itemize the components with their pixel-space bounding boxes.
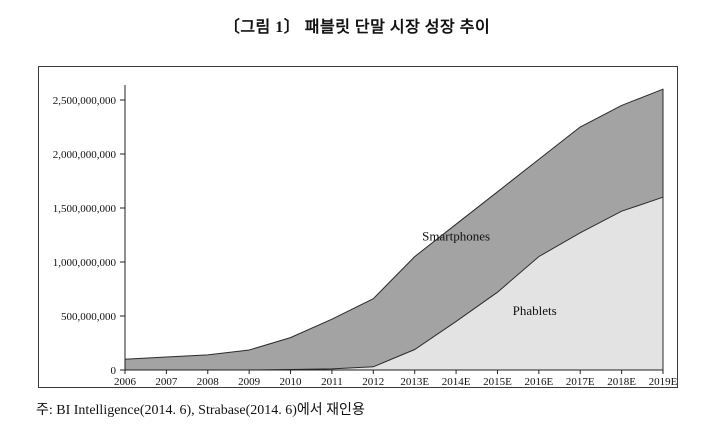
x-axis-tick-label: 2015E bbox=[483, 376, 512, 387]
x-axis-tick-label: 2007 bbox=[155, 376, 178, 387]
x-axis-tick-label: 2013E bbox=[400, 376, 429, 387]
x-axis-tick-label: 2019E bbox=[649, 376, 677, 387]
x-axis-tick-label: 2010 bbox=[280, 376, 303, 387]
y-axis-tick-label: 1,500,000,000 bbox=[53, 203, 117, 215]
x-axis-tick-label: 2011 bbox=[321, 376, 343, 387]
x-axis-tick-label: 2018E bbox=[607, 376, 636, 387]
x-axis-tick-label: 2014E bbox=[442, 376, 471, 387]
y-axis-tick-label: 0 bbox=[111, 365, 117, 377]
series-label-phablets: Phablets bbox=[513, 303, 557, 318]
x-axis-tick-label: 2009 bbox=[238, 376, 261, 387]
x-axis-tick-label: 2008 bbox=[197, 376, 220, 387]
chart-frame: 0 500,000,000 1,000,000,000 1,500,000,000 2,… bbox=[38, 66, 678, 388]
source-note: 주: BI Intelligence(2014. 6), Strabase(20… bbox=[36, 403, 365, 418]
x-axis-tick-label: 2017E bbox=[566, 376, 595, 387]
x-axis-tick-label: 2012 bbox=[362, 376, 384, 387]
x-axis-tick-label: 2016E bbox=[524, 376, 553, 387]
figure-title: 〔그림 1〕 패블릿 단말 시장 성장 추이 bbox=[223, 19, 491, 36]
x-axis-tick-label: 2006 bbox=[114, 376, 137, 387]
y-axis-tick-label: 2,500,000,000 bbox=[53, 95, 117, 107]
y-axis-tick-label: 500,000,000 bbox=[61, 311, 117, 323]
series-label-smartphones: Smartphones bbox=[422, 228, 490, 243]
y-axis-tick-label: 2,000,000,000 bbox=[53, 149, 117, 161]
phablet-market-growth-chart: 0 500,000,000 1,000,000,000 1,500,000,000 2,… bbox=[53, 85, 677, 387]
y-axis-tick-label: 1,000,000,000 bbox=[53, 257, 117, 269]
